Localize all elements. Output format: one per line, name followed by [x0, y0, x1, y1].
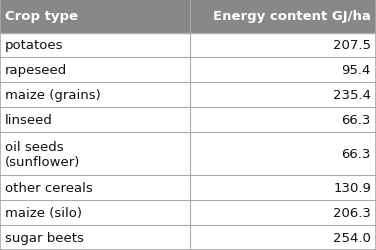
Bar: [0, 176, 376, 201]
Bar: [0, 200, 376, 225]
Text: sugar beets: sugar beets: [5, 231, 84, 244]
Text: 207.5: 207.5: [333, 39, 371, 52]
Bar: [0, 225, 376, 250]
Bar: [0, 58, 376, 83]
Text: 206.3: 206.3: [333, 206, 371, 219]
Text: 235.4: 235.4: [333, 89, 371, 102]
Text: 254.0: 254.0: [333, 231, 371, 244]
Text: potatoes: potatoes: [5, 39, 64, 52]
Text: rapeseed: rapeseed: [5, 64, 67, 77]
Text: Energy content GJ/ha: Energy content GJ/ha: [213, 10, 371, 23]
Text: linseed: linseed: [5, 114, 53, 126]
Bar: [0, 0, 376, 34]
Bar: [0, 83, 376, 108]
Text: maize (grains): maize (grains): [5, 89, 101, 102]
Text: 130.9: 130.9: [333, 182, 371, 194]
Text: oil seeds
(sunflower): oil seeds (sunflower): [5, 140, 80, 168]
Text: Crop type: Crop type: [5, 10, 78, 23]
Bar: [0, 132, 376, 176]
Bar: [0, 108, 376, 132]
Text: maize (silo): maize (silo): [5, 206, 82, 219]
Text: other cereals: other cereals: [5, 182, 93, 194]
Bar: [0, 34, 376, 58]
Text: 66.3: 66.3: [342, 114, 371, 126]
Text: 95.4: 95.4: [342, 64, 371, 77]
Text: 66.3: 66.3: [342, 148, 371, 160]
